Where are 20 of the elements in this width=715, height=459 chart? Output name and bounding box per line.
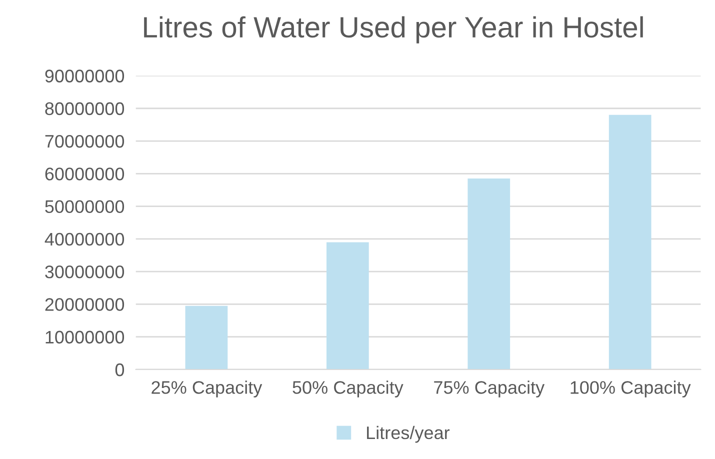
chart-title: Litres of Water Used per Year in Hostel — [144, 16, 643, 44]
bar — [468, 178, 510, 370]
legend-label: Litres/year — [367, 426, 450, 443]
y-tick-label: 30000000 — [45, 266, 124, 278]
y-tick-label: 0 — [115, 363, 124, 376]
bar — [326, 242, 369, 370]
y-tick-label: 60000000 — [45, 168, 124, 180]
y-tick-label: 80000000 — [45, 102, 124, 116]
bar — [608, 114, 652, 370]
x-tick-label: 100% Capacity — [570, 380, 691, 398]
y-tick-label: 70000000 — [45, 134, 124, 148]
y-tick-label: 40000000 — [44, 232, 124, 246]
y-tick-label: 20000000 — [45, 298, 124, 311]
y-tick-label: 10000000 — [46, 330, 124, 344]
y-tick-label: 50000000 — [45, 200, 124, 214]
x-tick-label: 75% Capacity — [434, 380, 545, 398]
x-tick-label: 50% Capacity — [292, 380, 404, 398]
x-tick-label: 25% Capacity — [152, 380, 262, 398]
y-tick-label: 90000000 — [45, 70, 124, 82]
bar — [185, 306, 228, 370]
